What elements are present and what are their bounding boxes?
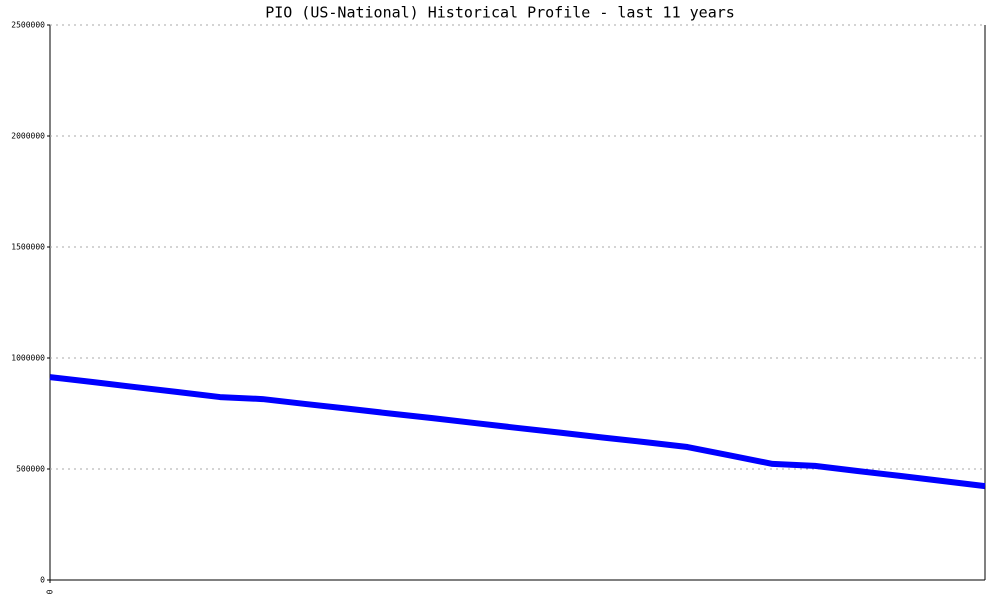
x-tick-label: 0 [46, 589, 55, 594]
y-tick-label: 1000000 [11, 354, 45, 363]
y-tick-label: 500000 [16, 465, 45, 474]
chart-title: PIO (US-National) Historical Profile - l… [265, 4, 735, 22]
y-tick-label: 2000000 [11, 132, 45, 141]
y-tick-label: 2500000 [11, 21, 45, 30]
y-tick-label: 0 [40, 576, 45, 585]
series-line [49, 374, 986, 490]
y-tick-label: 1500000 [11, 243, 45, 252]
